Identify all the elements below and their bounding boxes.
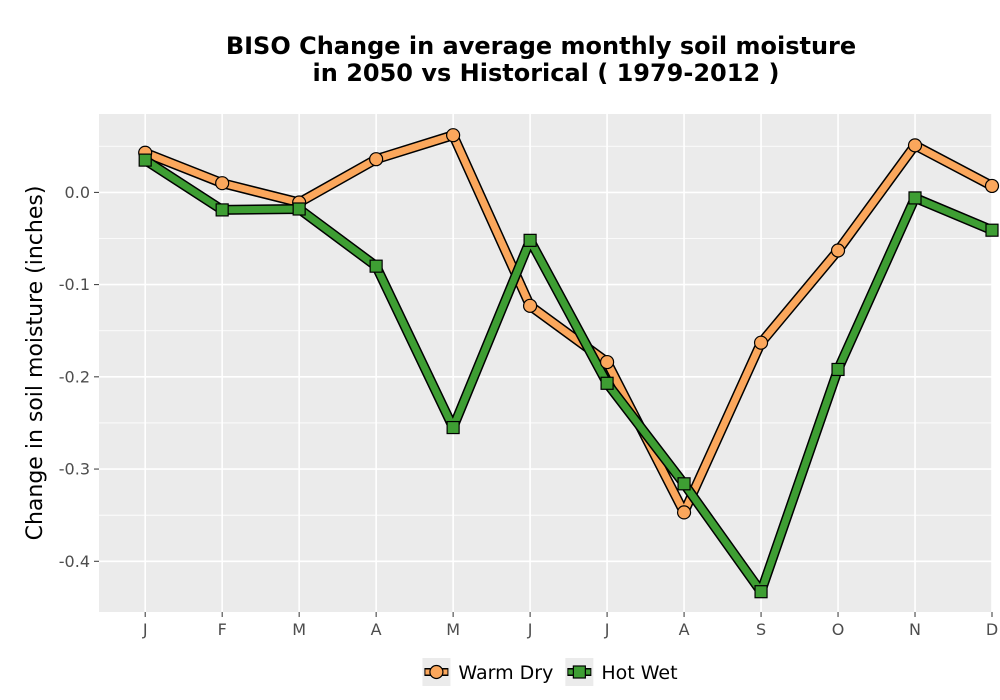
y-tick-label: -0.3 bbox=[59, 460, 90, 479]
point-hot-wet bbox=[754, 585, 768, 599]
point-hot-wet bbox=[600, 376, 614, 390]
point-hot-wet bbox=[831, 362, 845, 377]
point-warm-dry bbox=[523, 298, 538, 313]
y-tick-label: 0.0 bbox=[65, 183, 90, 202]
point-hot-wet bbox=[908, 191, 922, 205]
y-tick-label: -0.1 bbox=[59, 275, 90, 294]
point-warm-dry bbox=[984, 178, 1000, 194]
grid-major bbox=[99, 114, 993, 612]
point-warm-dry bbox=[907, 138, 923, 153]
legend-key-marker bbox=[429, 664, 444, 680]
x-tick-label: J bbox=[527, 620, 533, 639]
x-tick-label: M bbox=[446, 620, 460, 639]
y-tick-label: -0.4 bbox=[59, 552, 90, 571]
point-hot-wet bbox=[215, 203, 229, 217]
x-tick-label: A bbox=[371, 620, 382, 639]
point-warm-dry bbox=[369, 152, 384, 167]
legend-label: Warm Dry bbox=[458, 662, 553, 684]
legend: Warm Dry Hot Wet bbox=[422, 658, 678, 686]
y-axis: 0.0 -0.1 -0.2 -0.3 -0.4 bbox=[59, 183, 99, 571]
point-hot-wet bbox=[677, 477, 691, 491]
point-warm-dry bbox=[215, 176, 230, 191]
x-tick-label: O bbox=[832, 620, 845, 639]
point-warm-dry bbox=[446, 128, 461, 143]
point-warm-dry bbox=[676, 505, 692, 520]
point-warm-dry bbox=[753, 335, 769, 350]
point-hot-wet bbox=[446, 420, 460, 435]
x-tick-label: D bbox=[986, 620, 998, 639]
x-tick-label: S bbox=[756, 620, 766, 639]
x-tick-label: F bbox=[218, 620, 227, 639]
chart-title-line-2: in 2050 vs Historical ( 1979-2012 ) bbox=[313, 59, 780, 87]
point-warm-dry bbox=[599, 354, 615, 370]
series-line-warm-dry bbox=[141, 131, 996, 516]
point-warm-dry bbox=[830, 243, 846, 258]
x-tick-label: J bbox=[604, 620, 610, 639]
series-line-hot-wet bbox=[141, 156, 996, 596]
legend-key-marker bbox=[572, 665, 586, 679]
point-hot-wet bbox=[985, 223, 999, 237]
chart-title-line-1: BISO Change in average monthly soil mois… bbox=[226, 32, 856, 60]
series-markers bbox=[138, 128, 1000, 599]
point-hot-wet bbox=[523, 233, 537, 247]
x-tick-label: N bbox=[909, 620, 921, 639]
x-tick-label: M bbox=[292, 620, 306, 639]
y-axis-title: Change in soil moisture (inches) bbox=[23, 186, 48, 541]
point-hot-wet bbox=[138, 153, 152, 167]
point-hot-wet bbox=[292, 202, 306, 216]
legend-label: Hot Wet bbox=[601, 662, 677, 684]
y-tick-label: -0.2 bbox=[59, 367, 90, 386]
point-hot-wet bbox=[369, 259, 383, 273]
series-lines bbox=[140, 130, 997, 597]
x-tick-label: J bbox=[142, 620, 148, 639]
x-tick-label: A bbox=[679, 620, 690, 639]
